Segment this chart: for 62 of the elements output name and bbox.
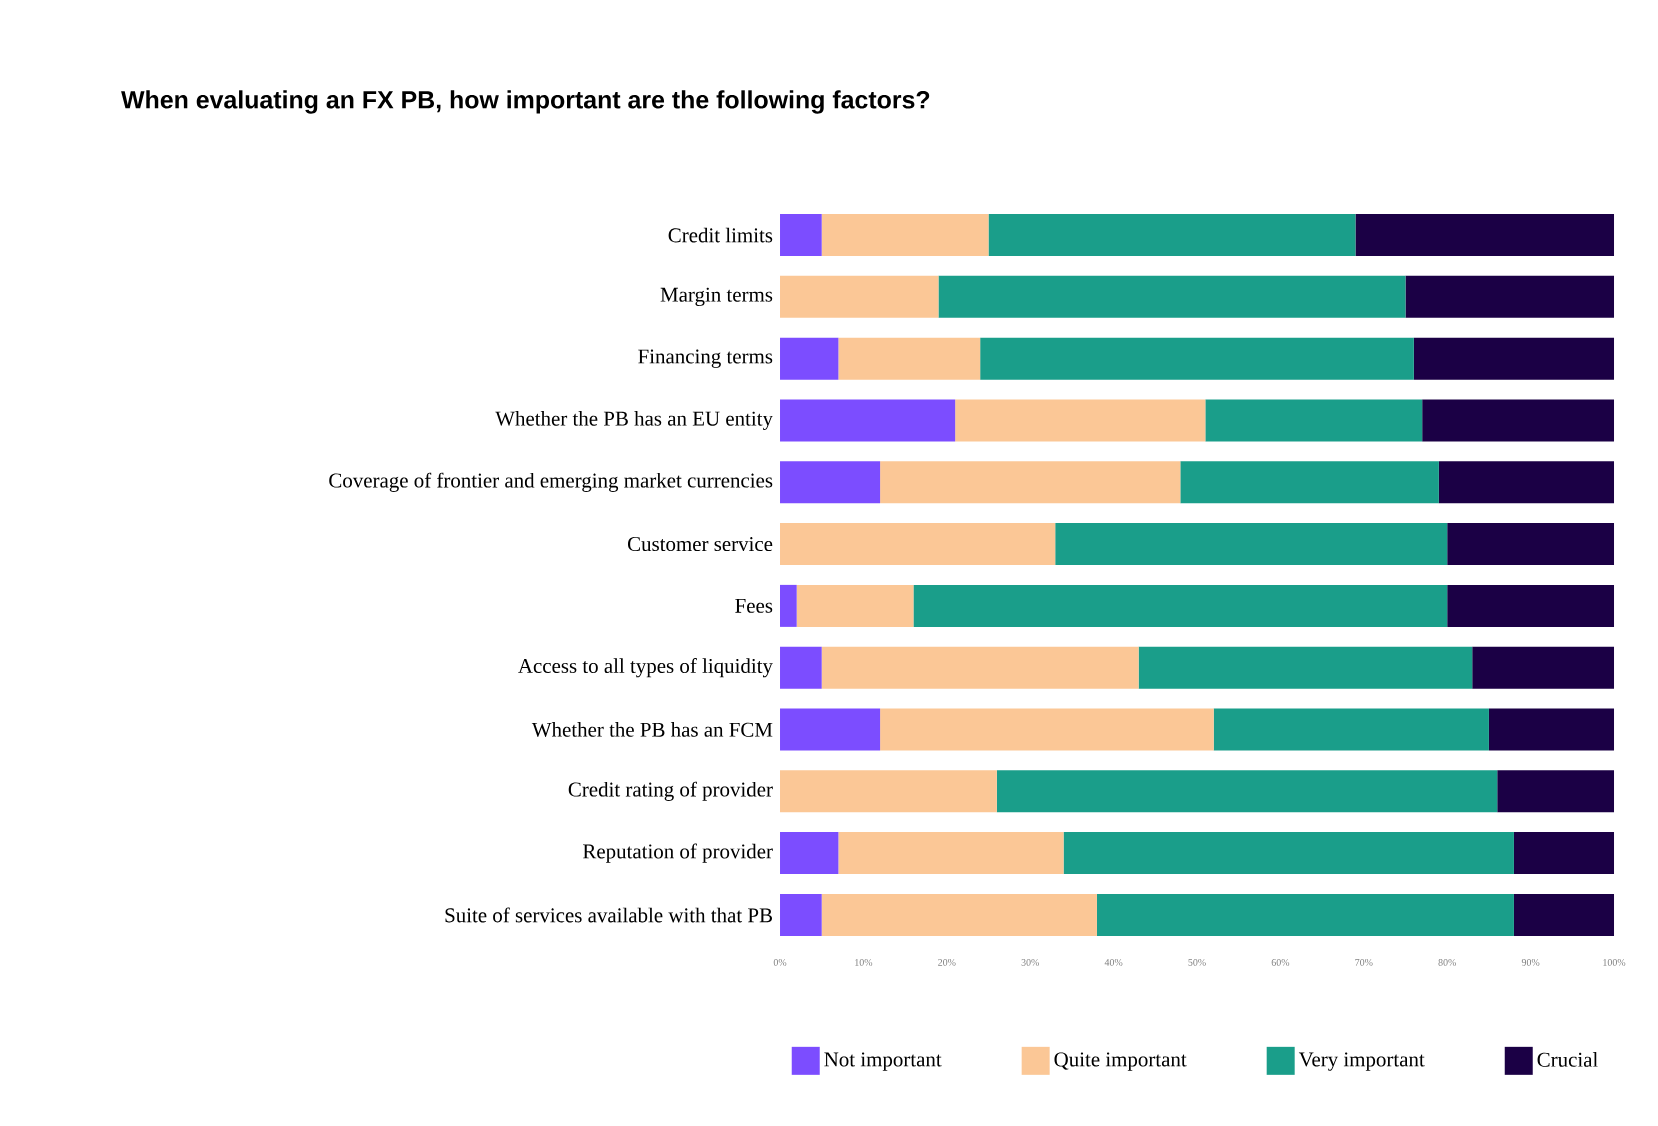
bar [913,584,1448,627]
y-tick-label: Access to all types of liquidity [518,658,773,678]
text: When evaluating an FX PB, how important are the following factors? [121,90,930,114]
bar [821,646,1139,689]
y-tick-label: Credit limits [668,227,773,243]
bar [1205,399,1423,442]
bar [780,584,797,627]
bar [1513,893,1615,936]
bar [1413,337,1615,380]
bar [780,461,881,504]
bar [1063,832,1514,875]
bar [780,646,822,689]
bar [988,214,1356,257]
bar [780,523,1056,566]
bar [780,832,839,875]
bar [1488,708,1615,751]
bar [796,584,914,627]
y-tick-label: Coverage of frontier and emerging market currencies [329,472,773,492]
bar [1447,584,1615,627]
bar [780,399,956,442]
y-tick-label: Suite of services available with that PB [445,907,772,923]
bar [1180,461,1439,504]
y-tick-label: Whether the PB has an FCM [531,722,773,737]
bar [780,275,939,318]
bar [780,770,997,813]
y-tick-label: Margin terms [660,287,773,307]
bar [1213,708,1489,751]
y-tick-label: Credit rating of provider [568,781,773,801]
y-tick-label: Customer service [627,537,773,552]
bar [1096,893,1514,936]
bar [780,893,822,936]
bar [1472,646,1615,689]
y-tick-label: Fees [735,598,773,613]
bar [955,399,1206,442]
bar [821,214,989,257]
legend-label: Very important [1298,1052,1425,1071]
y-tick-label: Financing terms [638,349,773,368]
bar [1513,832,1615,875]
bar [838,337,981,380]
bar [938,275,1406,318]
bar [780,708,881,751]
legend-label: Not important [824,1052,942,1071]
bar [880,461,1181,504]
bar [880,708,1214,751]
y-tick-label: Reputation of provider [583,843,773,863]
bar [1438,461,1615,504]
bar [1055,523,1448,566]
bar [1405,275,1615,318]
bar [1497,770,1615,813]
legend-label: Crucial [1537,1052,1598,1067]
bar [780,214,822,257]
bar [780,337,839,380]
y-tick-label: Whether the PB has an EU entity [495,410,773,430]
bar [996,770,1498,813]
bar [821,893,1097,936]
bar [980,337,1414,380]
bar [1355,214,1615,257]
bar [1447,523,1615,566]
bar [1422,399,1615,442]
bar [838,832,1064,875]
legend-label: Quite important [1054,1052,1187,1071]
bar [1138,646,1473,689]
